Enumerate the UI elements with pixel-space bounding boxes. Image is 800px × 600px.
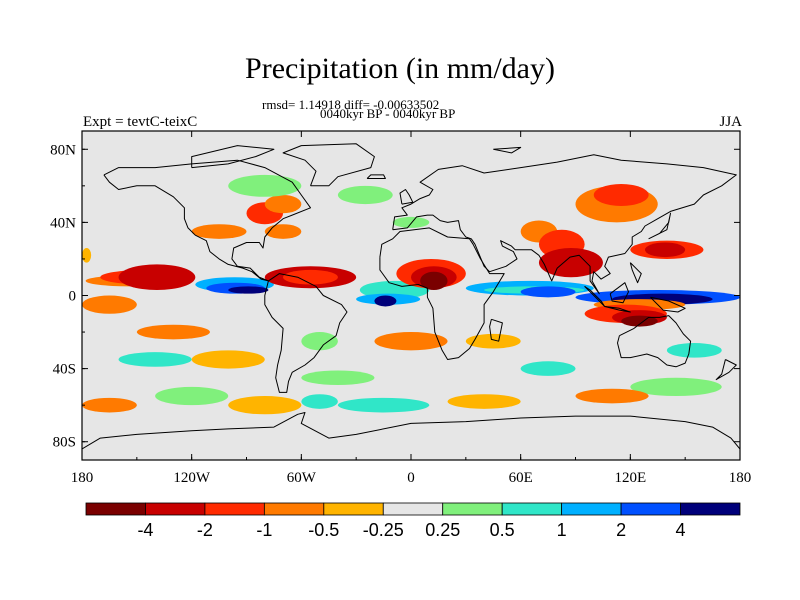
anomaly-patch	[392, 216, 430, 228]
anomaly-patch	[228, 286, 269, 294]
colorbar-label: -0.5	[308, 520, 339, 540]
coastline	[650, 296, 686, 313]
anomaly-patch	[630, 377, 722, 397]
y-tick-label: 40S	[53, 362, 76, 378]
colorbar-label: 0.25	[425, 520, 460, 540]
colorbar-label: 4	[676, 520, 686, 540]
anomaly-field	[82, 174, 740, 415]
colorbar-swatch	[382, 502, 444, 516]
anomaly-patch	[228, 396, 302, 415]
stats-subtitle: rmsd= 1.14918 diff= -0.00633502	[262, 97, 440, 112]
x-tick-label: 0	[407, 470, 415, 486]
coastline	[379, 227, 505, 360]
anomaly-patch	[82, 247, 92, 263]
plot-title: Precipitation (in mm/day)	[245, 52, 555, 85]
coastline	[489, 318, 503, 342]
coastline	[648, 212, 671, 240]
colorbar-swatch	[145, 502, 206, 516]
anomaly-patch	[575, 388, 649, 404]
colorbar-label: 2	[616, 520, 626, 540]
anomaly-patch	[374, 295, 397, 307]
anomaly-patch	[420, 271, 448, 291]
colorbar-swatch	[561, 502, 622, 516]
anomaly-patch	[136, 324, 210, 340]
coastline	[366, 174, 386, 179]
anomaly-patch	[644, 242, 686, 258]
period-subtitle: 0040kyr BP - 0040kyr BP	[320, 106, 456, 121]
anomaly-patch	[301, 394, 338, 409]
colorbar-swatch	[85, 502, 146, 516]
colorbar-label: -0.25	[363, 520, 404, 540]
coastline	[584, 285, 606, 307]
coastline	[609, 282, 629, 304]
anomaly-patch	[593, 184, 649, 206]
colorbar-label: 1	[557, 520, 567, 540]
anomaly-patch	[228, 174, 302, 197]
anomaly-patch	[191, 224, 247, 239]
anomaly-patch	[82, 295, 137, 314]
x-tick-label: 180	[71, 470, 94, 486]
coastline	[617, 315, 692, 368]
season-label: JJA	[719, 114, 742, 130]
coastline	[604, 306, 631, 313]
colorbar-swatch	[323, 502, 384, 516]
coastline	[493, 146, 522, 154]
coastline	[629, 262, 642, 284]
x-tick-label: 120W	[173, 470, 211, 486]
anomaly-patch	[283, 269, 338, 285]
anomaly-patch	[118, 352, 192, 367]
anomaly-patch	[264, 194, 302, 214]
anomaly-patch	[621, 315, 658, 327]
y-tick-label: 80N	[50, 142, 76, 158]
anomaly-patch	[301, 332, 338, 351]
anomaly-patch	[301, 370, 375, 386]
y-tick-label: 80S	[53, 435, 76, 451]
colorbar-label: -4	[137, 520, 153, 540]
coastline	[191, 145, 275, 169]
colorbar-swatch	[263, 502, 325, 516]
colorbar-label: -1	[256, 520, 272, 540]
colorbar-label: -2	[197, 520, 213, 540]
anomaly-patch	[465, 333, 521, 349]
coastline	[282, 143, 375, 187]
anomaly-patch	[264, 224, 302, 239]
x-tick-label: 60W	[287, 470, 317, 486]
anomaly-patch	[520, 286, 576, 298]
anomaly-patch	[666, 343, 722, 358]
colorbar-swatch	[204, 502, 265, 516]
x-tick-label: 180	[729, 470, 752, 486]
anomaly-patch	[538, 247, 603, 278]
coastline	[399, 189, 414, 205]
anomaly-patch	[337, 397, 430, 413]
coastlines	[82, 143, 740, 450]
anomaly-patch	[191, 350, 265, 369]
colorbar-label: 0.5	[490, 520, 515, 540]
colorbar-swatch	[680, 502, 741, 516]
anomaly-patch	[447, 394, 521, 409]
anomaly-patch	[337, 185, 393, 205]
coastline	[715, 359, 737, 381]
experiment-label: Expt = tevtC-teixC	[83, 114, 198, 130]
y-tick-label: 0	[69, 289, 77, 305]
anomaly-patch	[118, 264, 196, 291]
anomaly-patch	[155, 386, 229, 406]
coastline	[392, 154, 737, 295]
colorbar: -4 -2 -1 -0.5 -0.25 0.25 0.5 1 2 4	[85, 502, 741, 540]
colorbar-swatch	[501, 502, 563, 516]
colorbar-swatch	[442, 502, 503, 516]
coastline	[103, 159, 311, 282]
anomaly-patch	[374, 332, 448, 351]
colorbar-swatch	[620, 502, 681, 516]
map-axes: 180 120W 60W 0 60E 120E 180 80N 40N 0 40S 80S	[50, 131, 751, 486]
anomaly-patch	[520, 361, 576, 376]
y-tick-label: 40N	[50, 215, 76, 231]
coastline	[264, 273, 348, 393]
x-tick-label: 120E	[614, 470, 646, 486]
anomaly-patch	[82, 397, 137, 413]
x-tick-label: 60E	[509, 470, 533, 486]
coastline	[82, 412, 740, 450]
